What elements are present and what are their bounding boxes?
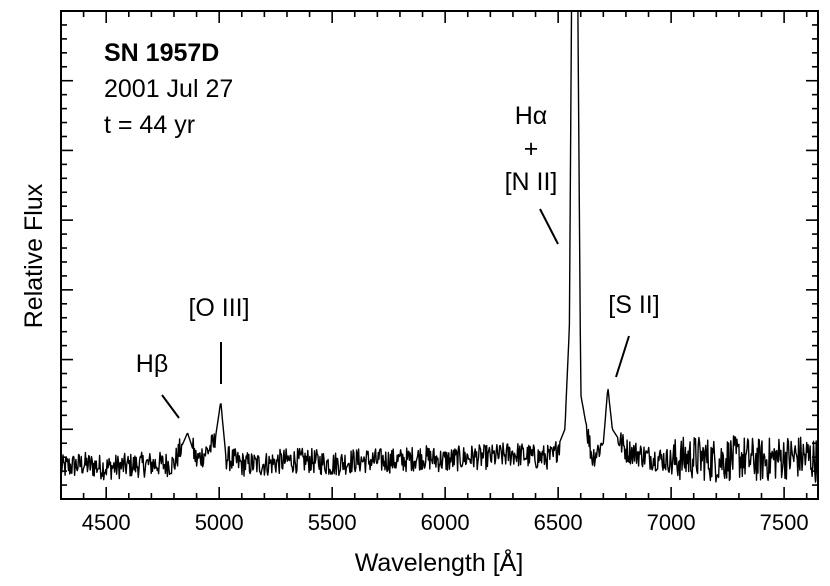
axis-ticks: 4500 5000 5500 6000 6500 7000 7500 <box>60 10 818 535</box>
pointer-hbeta <box>161 394 180 419</box>
x-tick-label-5500: 5500 <box>308 510 357 535</box>
chart-subtitle-date: 2001 Jul 27 <box>104 75 233 103</box>
x-tick-label-4500: 4500 <box>82 510 131 535</box>
x-tick-label-5000: 5000 <box>195 510 244 535</box>
plot-frame <box>60 10 819 500</box>
pointer-sii <box>615 335 630 378</box>
label-halpha-line2: + <box>524 135 539 163</box>
label-halpha-line3: [N II] <box>505 168 558 196</box>
label-sii: [S II] <box>608 291 659 319</box>
x-tick-label-7000: 7000 <box>647 510 696 535</box>
spectrum-line <box>61 11 818 483</box>
x-axis-label: Wavelength [Å] <box>355 547 524 577</box>
y-axis-label: Relative Flux <box>20 183 48 328</box>
x-tick-label-7500: 7500 <box>760 510 809 535</box>
label-halpha-line1: Hα <box>515 102 548 130</box>
pointer-halpha <box>539 208 559 245</box>
label-oiii: [O III] <box>188 294 249 322</box>
chart-subtitle-age: t = 44 yr <box>104 111 195 139</box>
label-hbeta: Hβ <box>136 350 168 378</box>
chart-title: SN 1957D <box>104 39 219 67</box>
x-tick-label-6000: 6000 <box>421 510 470 535</box>
x-tick-label-6500: 6500 <box>534 510 583 535</box>
